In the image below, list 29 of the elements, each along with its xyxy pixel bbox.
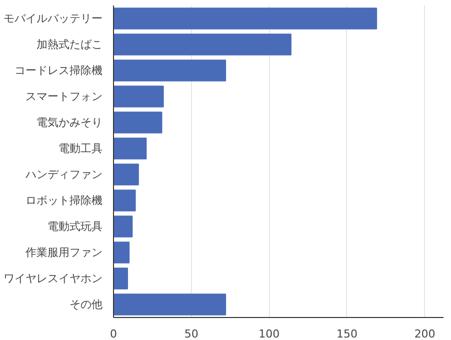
y-tick-label: 電動式玩具 (48, 220, 102, 233)
bar (114, 112, 162, 134)
bar (114, 164, 139, 186)
bar (114, 242, 130, 264)
x-tick-label: 100 (258, 328, 280, 340)
bar (114, 60, 226, 82)
bar (114, 216, 133, 238)
y-tick-label: コードレス掃除機 (14, 64, 102, 77)
x-tick-label: 0 (110, 328, 117, 340)
y-tick-label: 電気かみそり (36, 116, 102, 129)
bar (114, 34, 292, 56)
y-tick-label: 作業服用ファン (24, 246, 102, 259)
bar (114, 190, 136, 212)
bar (114, 8, 378, 30)
bar (114, 294, 226, 316)
bar (114, 138, 147, 160)
y-tick-label: ロボット掃除機 (26, 194, 102, 207)
y-tick-label: その他 (70, 298, 102, 311)
y-tick-label: 電動工具 (58, 142, 102, 155)
bar (114, 268, 128, 290)
x-tick-label: 150 (336, 328, 358, 340)
y-tick-label: ハンディファン (24, 168, 102, 181)
y-tick-label: 加熱式たばこ (36, 38, 102, 51)
y-tick-label: モバイルバッテリー (4, 12, 102, 25)
x-tick-label: 200 (414, 328, 436, 340)
y-tick-label: ワイヤレスイヤホン (4, 272, 102, 285)
x-tick-label: 50 (184, 328, 198, 340)
bar (114, 86, 164, 108)
y-tick-label: スマートフォン (26, 90, 102, 103)
